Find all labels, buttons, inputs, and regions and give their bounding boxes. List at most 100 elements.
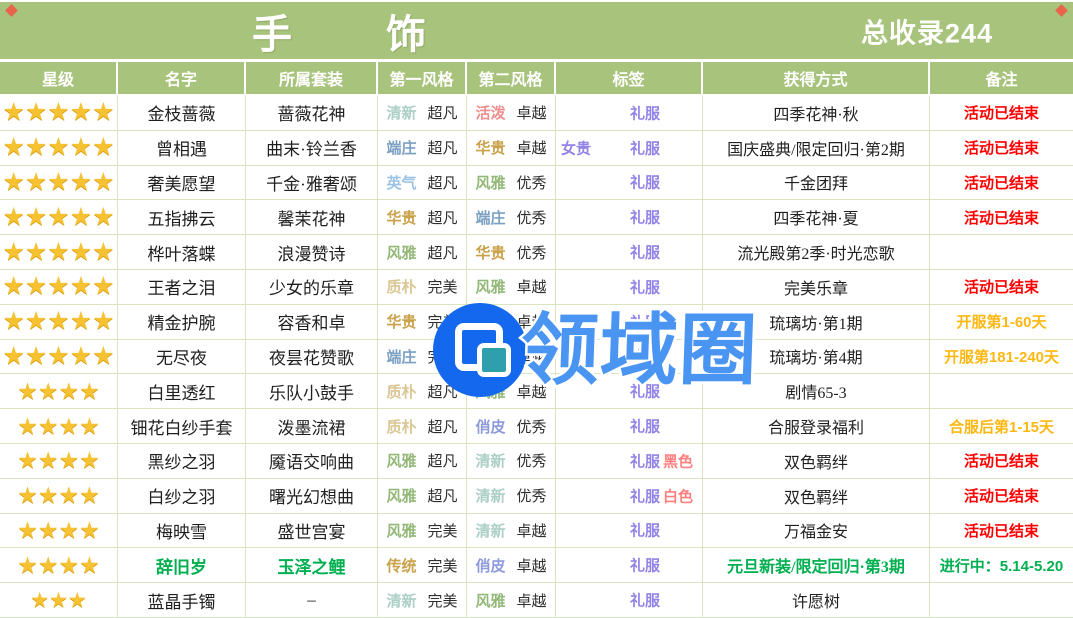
- note-cell: 活动已结束: [930, 270, 1073, 305]
- title-bar: 手 饰 总收录244: [0, 2, 1073, 62]
- star-rating-cell: ★★★★★: [0, 200, 118, 236]
- item-set: –: [307, 590, 316, 610]
- style2-label: 清新: [475, 488, 506, 506]
- table-row: ★★★★ 黑纱之羽 魇语交响曲 风雅 超凡 清新 优秀 礼服 黑色 双色羁绊 活动已…: [0, 443, 1073, 479]
- star-rating-cell: ★★★★: [0, 513, 118, 549]
- table-row: ★★★★ 钿花白纱手套 泼墨流裙 质朴 超凡 俏皮 优秀 礼服 合服登录福利 合服后…: [0, 409, 1073, 444]
- style1-cell: 质朴 完美: [378, 269, 467, 305]
- style2-cell: 清新 优秀: [467, 443, 556, 479]
- table-header-row: 星级 名字 所属套装 第一风格 第二风格 标签 获得方式 备注: [0, 62, 1073, 96]
- note-cell: [930, 374, 1073, 410]
- tag-center: 礼服: [630, 418, 661, 436]
- note: 开服第181-240天: [943, 348, 1060, 366]
- style2-cell: 清新 优秀: [467, 478, 556, 514]
- style1-cell: 端庄 超凡: [378, 130, 467, 166]
- obtain-method: 合服登录福利: [767, 420, 864, 438]
- style1-label: 端庄: [386, 140, 417, 158]
- style2-grade: 优秀: [516, 210, 547, 227]
- obtain-method: 流光殿第2季·时光恋歌: [737, 246, 895, 264]
- column-header-name: 名字: [118, 62, 246, 94]
- note: 活动已结束: [963, 522, 1039, 540]
- item-set-cell: 容香和卓: [246, 304, 378, 340]
- style1-label: 质朴: [386, 418, 417, 436]
- star-rating-cell: ★★★★: [0, 478, 118, 514]
- tags-cell: 礼服: [556, 165, 703, 201]
- note: 活动已结束: [963, 279, 1039, 297]
- obtain-method: 千金团拜: [783, 176, 848, 194]
- obtain-method-cell: 完美乐章: [703, 269, 930, 305]
- item-name: 精金护腕: [147, 314, 216, 334]
- style2-label: 风雅: [475, 383, 506, 401]
- item-name-cell: 无尽夜: [118, 339, 246, 375]
- table-row: ★★★★★ 精金护腕 容香和卓 华贵 完美 英气 卓越 礼服 琉璃坊·第1期 开服第…: [0, 304, 1073, 340]
- tag-center: 礼服: [630, 209, 661, 227]
- tags-cell: 礼服 白色: [556, 478, 703, 514]
- tags-cell: 礼服: [556, 339, 703, 375]
- table-row: ★★★★★ 金枝蔷薇 蔷薇花神 清新 超凡 活泼 卓越 礼服 四季花神·秋 活动已结…: [0, 96, 1073, 131]
- item-set: 魇语交响曲: [269, 453, 354, 473]
- obtain-method-cell: 双色羁绊: [703, 443, 930, 479]
- item-name-cell: 五指拂云: [118, 200, 246, 236]
- style2-grade: 卓越: [516, 349, 547, 366]
- table-row: ★★★★ 白纱之羽 曙光幻想曲 风雅 超凡 清新 优秀 礼服 白色 双色羁绊 活动已…: [0, 478, 1073, 514]
- tag-center: 礼服: [630, 557, 661, 575]
- tags-cell: 礼服: [556, 583, 703, 618]
- star-rating-cell: ★★★★: [0, 374, 118, 410]
- note-cell: 进行中：5.14-5.20: [930, 548, 1073, 584]
- style1-cell: 清新 超凡: [378, 96, 467, 131]
- style2-grade: 优秀: [516, 175, 547, 192]
- item-name: 无尽夜: [156, 348, 207, 368]
- item-set-cell: 少女的乐章: [246, 269, 378, 305]
- item-set: 玉泽之鲤: [277, 557, 346, 577]
- style1-cell: 质朴 超凡: [378, 409, 467, 444]
- item-name: 白纱之羽: [147, 488, 216, 508]
- tag-center: 礼服: [630, 140, 661, 158]
- item-name: 桦叶落蝶: [147, 244, 216, 264]
- tags-cell: 礼服: [556, 269, 703, 305]
- style2-cell: 风雅 卓越: [467, 374, 556, 410]
- item-name-cell: 精金护腕: [118, 304, 246, 340]
- table-row: ★★★★★ 王者之泪 少女的乐章 质朴 完美 风雅 卓越 礼服 完美乐章 活动已结束: [0, 269, 1073, 305]
- table-row: ★★★★★ 五指拂云 馨茉花神 华贵 超凡 端庄 优秀 礼服 四季花神·夏 活动已结…: [0, 200, 1073, 236]
- item-name: 曾相遇: [156, 140, 207, 160]
- style1-cell: 华贵 超凡: [378, 200, 467, 236]
- item-name: 黑纱之羽: [147, 453, 216, 473]
- style2-label: 端庄: [475, 209, 506, 227]
- obtain-method-cell: 许愿树: [703, 583, 930, 618]
- style2-label: 风雅: [475, 279, 506, 297]
- obtain-method: 许愿树: [791, 594, 840, 612]
- table-row: ★★★★★ 桦叶落蝶 浪漫赞诗 风雅 超凡 华贵 优秀 礼服 流光殿第2季·时光恋歌: [0, 235, 1073, 270]
- note-cell: 活动已结束: [930, 479, 1073, 514]
- tags-cell: 礼服: [556, 409, 703, 444]
- style1-cell: 传统 完美: [378, 548, 467, 584]
- star-icons: ★★★★: [17, 482, 100, 509]
- style2-grade: 优秀: [516, 419, 547, 436]
- obtain-method: 元旦新装/限定回归·第3期: [727, 559, 905, 577]
- table-row: ★★★★ 梅映雪 盛世宫宴 风雅 完美 清新 卓越 礼服 万福金安 活动已结束: [0, 513, 1073, 549]
- obtain-method: 国庆盛典/限定回归·第2期: [727, 141, 905, 159]
- tags-cell: 礼服: [556, 548, 703, 584]
- obtain-method: 万福金安: [783, 524, 848, 542]
- item-set: 夜昙花赞歌: [269, 348, 354, 368]
- item-set-cell: 夜昙花赞歌: [246, 339, 378, 375]
- style2-label: 清新: [475, 522, 506, 540]
- obtain-method: 四季花神·秋: [773, 106, 859, 124]
- obtain-method-cell: 琉璃坊·第4期: [703, 339, 930, 375]
- tag-center: 礼服: [630, 244, 661, 262]
- item-set: 千金·雅奢颂: [266, 174, 357, 194]
- note-cell: 活动已结束: [930, 166, 1073, 201]
- item-set: 少女的乐章: [269, 279, 354, 299]
- style2-label: 清新: [475, 348, 506, 366]
- star-icons: ★★★★: [17, 447, 100, 474]
- style2-cell: 风雅 卓越: [467, 269, 556, 305]
- star-icons: ★★★★: [17, 412, 100, 439]
- note: 活动已结束: [963, 140, 1039, 158]
- style1-label: 华贵: [386, 209, 417, 227]
- note-cell: 活动已结束: [930, 131, 1073, 166]
- star-icons: ★★★★★: [2, 202, 115, 231]
- item-name-cell: 蓝晶手镯: [118, 583, 246, 618]
- note: 活动已结束: [963, 488, 1039, 506]
- item-name: 金枝蔷薇: [147, 105, 216, 125]
- item-set-cell: 玉泽之鲤: [246, 548, 378, 584]
